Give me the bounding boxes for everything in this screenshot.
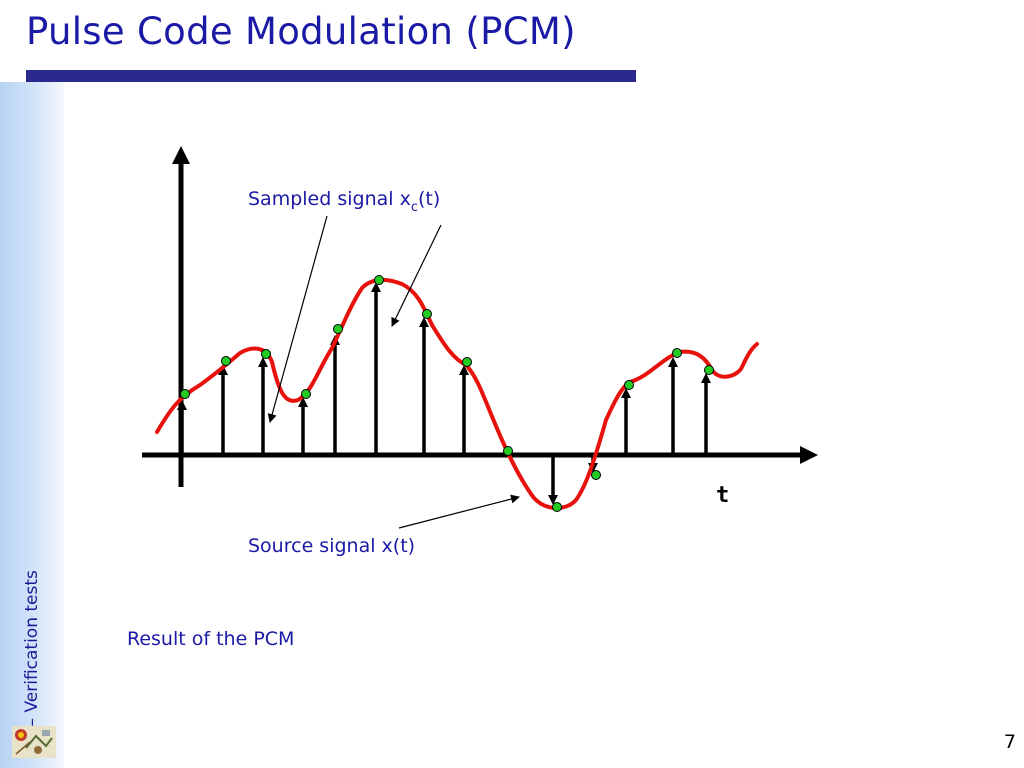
time-axis-label: t (716, 483, 729, 508)
sample-stems (177, 282, 711, 505)
sample-dot (672, 348, 682, 358)
sampled-callout-line-left (267, 215, 328, 423)
amplitude-axis-arrow-icon (172, 146, 190, 164)
title-underline (26, 70, 636, 82)
page-number: 7 (1003, 731, 1016, 753)
sidebar-band: ISP – Verification tests (0, 82, 64, 768)
source-signal-curve (155, 277, 759, 510)
sample-dot (301, 389, 311, 399)
sample-dot (552, 502, 562, 512)
pcm-caption: Result of the PCM (127, 628, 295, 650)
sample-dot (261, 349, 271, 359)
source-callout-line (398, 494, 520, 529)
sampled-callout-line-right (391, 224, 442, 327)
sample-dot (503, 446, 513, 456)
sample-dot (704, 365, 714, 375)
sample-dot (180, 389, 190, 399)
sampled-signal-subscript: c (411, 200, 418, 215)
sample-points (180, 275, 714, 512)
sample-dot (591, 470, 601, 480)
sample-dot (462, 357, 472, 367)
sample-dot (624, 380, 634, 390)
source-signal-label: Source signal x(t) (248, 535, 415, 557)
sample-dot (374, 275, 384, 285)
sampled-signal-label: Sampled signal xc(t) (248, 188, 440, 215)
sample-dot (422, 309, 432, 319)
sample-dot (333, 324, 343, 334)
sample-dot (221, 356, 231, 366)
time-axis-arrow-icon (800, 446, 818, 464)
slide-title: Pulse Code Modulation (PCM) (26, 10, 576, 53)
logo-icon (12, 726, 56, 758)
